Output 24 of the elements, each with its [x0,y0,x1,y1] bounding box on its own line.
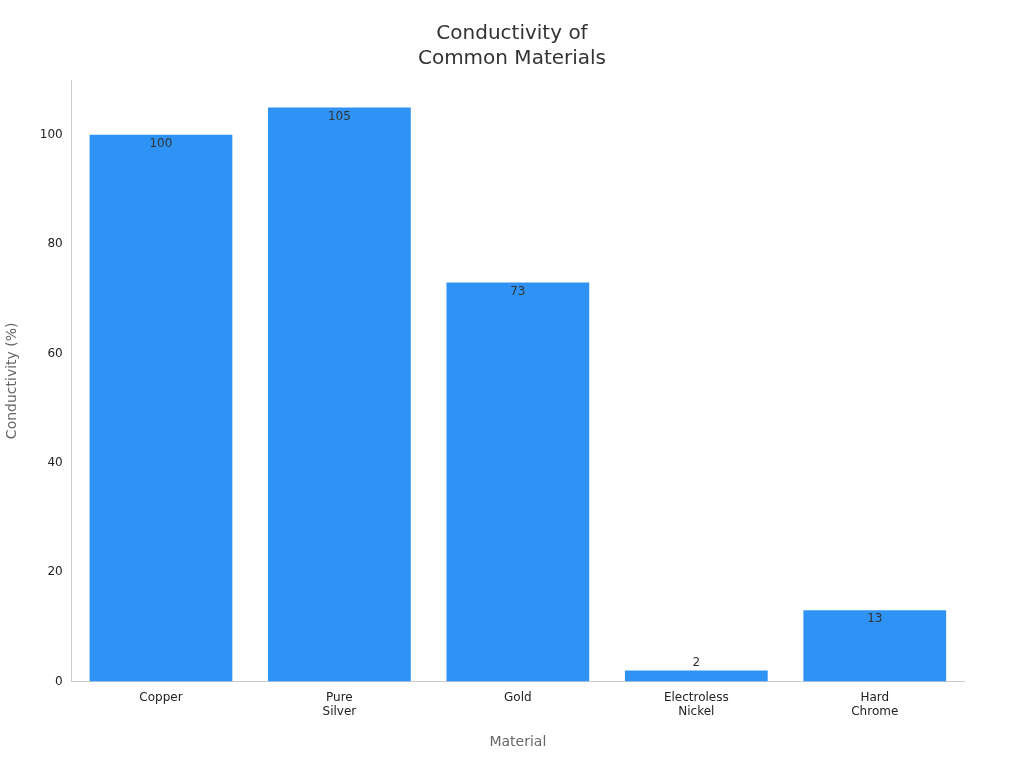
y-tick-label: 20 [47,564,63,579]
y-tick-label: 40 [47,454,63,469]
bar [803,610,947,682]
x-tick-label: Hard Chrome [851,689,899,719]
bar [624,670,768,682]
x-tick-label: Gold [504,689,532,704]
data-label: 100 [149,135,173,150]
y-tick-label: 60 [47,345,63,360]
data-label: 105 [327,108,351,123]
x-tick-label: Copper [139,689,183,704]
data-label: 2 [692,654,701,669]
y-axis-title: Conductivity (%) [3,322,20,440]
y-tick-label: 100 [39,126,63,141]
data-label: 13 [867,611,883,626]
y-tick-label: 0 [55,673,63,688]
chart-title: Conductivity of Common Materials [416,20,608,70]
x-tick-label: Electroless Nickel [663,689,729,719]
x-axis-title: Material [489,733,547,750]
y-tick-label: 80 [47,236,63,251]
x-tick-label: Pure Silver [322,689,357,719]
bar [89,134,233,682]
bar [446,282,590,682]
data-label: 73 [510,283,526,298]
bar [268,107,411,682]
